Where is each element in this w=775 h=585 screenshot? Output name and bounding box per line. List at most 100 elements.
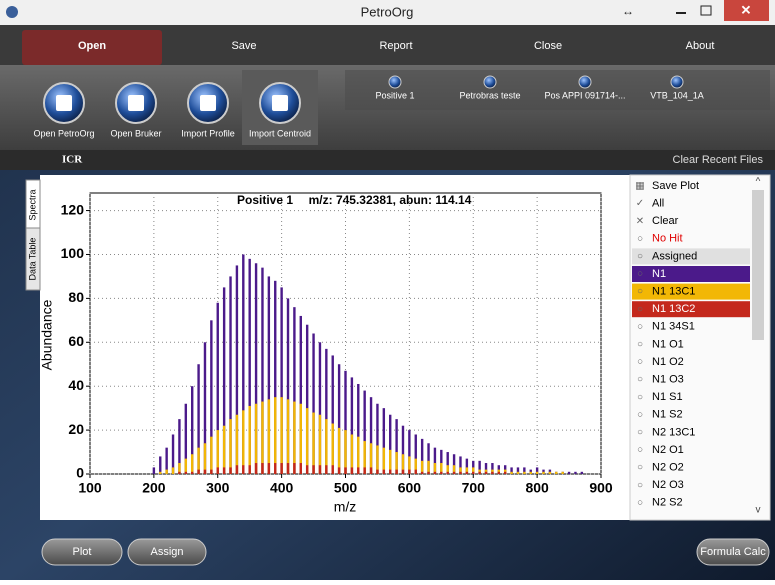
recent-file-icon[interactable] bbox=[483, 75, 497, 89]
section-bar bbox=[0, 150, 775, 170]
toolbar-icon-glyph bbox=[200, 95, 216, 111]
peak bbox=[433, 447, 437, 474]
peak bbox=[216, 467, 219, 474]
close-button[interactable] bbox=[724, 0, 769, 21]
menu-item[interactable]: Report bbox=[379, 40, 412, 52]
peak bbox=[433, 463, 437, 474]
list-action[interactable]: Save Plot bbox=[652, 180, 699, 192]
clear-recent-files[interactable]: Clear Recent Files bbox=[673, 154, 764, 166]
class-item[interactable]: N2 O2 bbox=[652, 462, 684, 474]
recent-file[interactable]: Positive 1 bbox=[375, 90, 414, 100]
scroll-down[interactable]: v bbox=[756, 505, 761, 516]
peak bbox=[420, 471, 424, 474]
peak bbox=[165, 469, 168, 474]
class-icon: ✕ bbox=[636, 216, 644, 227]
peak bbox=[510, 471, 513, 474]
class-icon: ○ bbox=[637, 233, 643, 244]
class-item[interactable]: N2 O1 bbox=[652, 444, 684, 456]
button[interactable] bbox=[41, 538, 123, 566]
class-item[interactable]: N1 O2 bbox=[652, 356, 684, 368]
x-tick-label: 300 bbox=[206, 480, 230, 496]
x-tick-label: 700 bbox=[462, 480, 486, 496]
recent-file-icon[interactable] bbox=[670, 75, 684, 89]
list-action[interactable]: Clear bbox=[652, 215, 679, 227]
side-tab-label[interactable]: Spectra bbox=[27, 189, 37, 220]
peak bbox=[446, 452, 449, 474]
peak bbox=[414, 469, 417, 474]
toolbar-label[interactable]: Import Centroid bbox=[249, 128, 311, 138]
peak bbox=[427, 460, 430, 474]
peak bbox=[516, 471, 520, 474]
menu-item[interactable]: Save bbox=[231, 40, 256, 52]
class-row-bg bbox=[632, 248, 750, 265]
peak bbox=[248, 258, 251, 474]
class-icon: ○ bbox=[637, 480, 643, 491]
peak bbox=[446, 465, 449, 474]
peak bbox=[286, 399, 290, 474]
list-action[interactable]: All bbox=[652, 198, 664, 210]
peak bbox=[293, 307, 296, 474]
peak bbox=[267, 399, 271, 474]
peak bbox=[357, 467, 360, 474]
legend-entry[interactable]: N1 13C2 bbox=[652, 303, 695, 315]
recent-file-icon[interactable] bbox=[388, 75, 402, 89]
side-tab-label[interactable]: Data Table bbox=[27, 238, 37, 281]
button[interactable] bbox=[127, 538, 207, 566]
class-item[interactable]: No Hit bbox=[652, 233, 683, 245]
toolbar-label[interactable]: Open Bruker bbox=[110, 128, 161, 138]
peak bbox=[152, 467, 156, 474]
menu-item[interactable]: Close bbox=[534, 40, 562, 52]
menu-item[interactable]: About bbox=[686, 40, 715, 52]
toolbar-label[interactable]: Open PetroOrg bbox=[33, 128, 94, 138]
peak bbox=[389, 469, 392, 474]
peak bbox=[235, 465, 239, 474]
scroll-up[interactable]: ^ bbox=[756, 177, 761, 188]
class-item[interactable]: N1 S1 bbox=[652, 391, 683, 403]
minimize-button[interactable] bbox=[676, 12, 686, 14]
button-label: Plot bbox=[73, 546, 92, 558]
toolbar-label[interactable]: Import Profile bbox=[181, 128, 235, 138]
peak bbox=[382, 469, 386, 474]
class-item[interactable]: N1 S2 bbox=[652, 409, 683, 421]
peak bbox=[337, 364, 341, 474]
recent-file[interactable]: VTB_104_1A bbox=[650, 90, 704, 100]
recent-files-area bbox=[345, 70, 770, 110]
peak bbox=[389, 414, 392, 474]
peak bbox=[299, 403, 302, 474]
y-axis-label: Abundance bbox=[39, 299, 55, 370]
peak bbox=[344, 370, 347, 474]
peak bbox=[478, 471, 481, 474]
legend-entry[interactable]: N1 bbox=[652, 268, 666, 280]
class-item[interactable]: N2 O3 bbox=[652, 479, 684, 491]
peak bbox=[523, 467, 526, 474]
restore-icon[interactable]: ↔ bbox=[622, 4, 634, 18]
peak bbox=[299, 315, 302, 474]
class-item[interactable]: N1 O3 bbox=[652, 374, 684, 386]
button[interactable] bbox=[696, 538, 770, 566]
class-icon: ○ bbox=[637, 251, 643, 262]
legend-entry[interactable]: N1 13C1 bbox=[652, 286, 695, 298]
recent-file[interactable]: Pos APPI 091714-... bbox=[544, 90, 625, 100]
recent-file[interactable]: Petrobras teste bbox=[459, 90, 520, 100]
peak bbox=[459, 456, 462, 474]
class-item[interactable]: N1 O1 bbox=[652, 338, 684, 350]
chart-subtitle: m/z: 745.32381, abun: 114.14 bbox=[309, 193, 472, 207]
class-item[interactable]: N1 34S1 bbox=[652, 321, 695, 333]
maximize-button[interactable] bbox=[700, 5, 712, 16]
side-tab[interactable] bbox=[25, 227, 41, 291]
peak bbox=[369, 397, 373, 474]
peak bbox=[478, 460, 481, 474]
peak bbox=[395, 469, 398, 474]
class-item[interactable]: Assigned bbox=[652, 250, 697, 262]
peak bbox=[350, 434, 354, 474]
peak bbox=[427, 443, 430, 474]
recent-file-icon[interactable] bbox=[578, 75, 592, 89]
peak bbox=[178, 419, 181, 474]
class-item[interactable]: N2 13C1 bbox=[652, 426, 695, 438]
menu-item[interactable]: Open bbox=[78, 40, 106, 52]
peak bbox=[401, 454, 405, 474]
peak bbox=[286, 298, 290, 474]
class-list bbox=[629, 174, 771, 521]
peak bbox=[293, 401, 296, 474]
class-item[interactable]: N2 S2 bbox=[652, 497, 683, 509]
